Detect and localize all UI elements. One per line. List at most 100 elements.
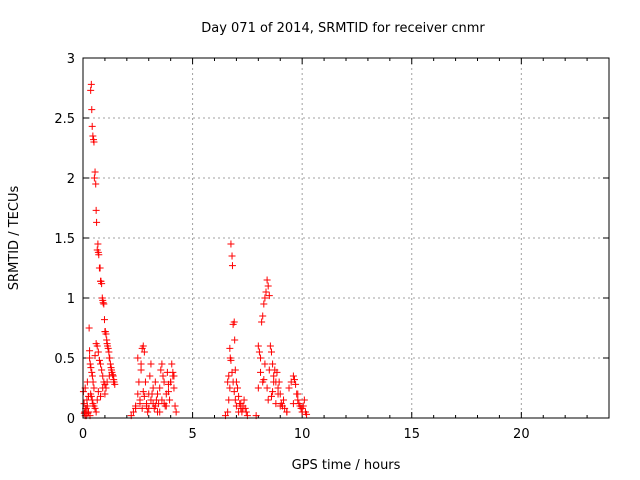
data-point [303,410,311,418]
data-point [134,390,142,398]
data-point [137,360,145,368]
data-point [156,408,164,416]
data-point [267,348,275,356]
data-point [237,400,245,408]
data-point [254,384,262,392]
data-point [101,390,109,398]
data-point [106,354,114,362]
data-point [265,366,273,374]
data-point [100,300,108,308]
data-point [298,404,306,412]
data-point [232,402,240,410]
data-point [257,354,265,362]
data-point [226,384,234,392]
data-point [270,378,278,386]
data-point [103,378,111,386]
data-point [263,384,271,392]
data-point [274,390,282,398]
data-point [109,371,117,379]
data-point [225,372,233,380]
data-point [231,336,239,344]
data-point [269,388,277,396]
data-point [231,396,239,404]
x-axis-label: GPS time / hours [292,458,401,473]
data-point [289,372,297,380]
data-point [234,384,242,392]
data-point [240,396,248,404]
data-point [259,312,267,320]
data-point [88,368,96,376]
plot-frame [82,57,610,419]
data-point [87,392,95,400]
data-point [227,240,235,248]
data-point [90,384,98,392]
data-point [102,330,110,338]
data-point [110,378,118,386]
data-point [285,384,293,392]
data-point [86,354,94,362]
data-point [151,402,159,410]
data-point [242,408,250,416]
data-point [95,356,103,364]
x-tick-label: 15 [403,427,420,442]
data-point [86,347,94,355]
data-point [227,356,235,364]
data-point [300,396,308,404]
y-axis-label: SRMTID / TECUs [7,186,22,291]
data-point [257,368,265,376]
data-point [235,392,243,400]
data-point [264,396,272,404]
data-point [80,409,88,417]
data-point [132,404,140,412]
data-point [93,396,101,404]
data-point [145,390,153,398]
data-point [168,360,176,368]
tick-labels: 0 0.5 1 1.5 2 2.5 3 0 5 10 15 20 [54,52,529,442]
data-point [172,408,180,416]
data-point [290,376,298,384]
data-point [228,368,236,376]
data-point [258,318,266,326]
data-point [169,368,177,376]
data-point [94,388,102,396]
data-point [89,378,97,386]
data-point [144,408,152,416]
data-point [91,352,99,360]
data-point [139,388,147,396]
data-point [228,252,236,260]
data-point [164,388,172,396]
data-point [270,372,278,380]
data-point [158,360,166,368]
data-point [160,400,168,408]
y-tick-label: 0.5 [54,352,75,367]
y-tick-label: 1.5 [54,232,75,247]
data-point [272,400,280,408]
data-point [156,384,164,392]
data-point [89,132,97,140]
data-point [261,360,269,368]
grid-lines [83,58,609,418]
data-point [106,360,114,368]
data-point [147,360,155,368]
data-point [264,282,272,290]
data-point [262,288,270,296]
data-point [91,168,99,176]
data-point [230,318,238,326]
x-tick-label: 10 [294,427,311,442]
data-point [98,280,106,288]
data-point [96,264,104,272]
data-point [230,388,238,396]
data-point [160,378,168,386]
data-point [265,292,273,300]
data-point [93,218,101,226]
data-point [267,392,275,400]
data-point [138,404,146,412]
data-point [90,174,98,182]
chart-title: Day 071 of 2014, SRMTID for receiver cnm… [201,21,485,36]
data-point [294,396,302,404]
data-point [158,396,166,404]
data-point [105,348,113,356]
data-point [88,372,96,380]
data-point [99,384,107,392]
